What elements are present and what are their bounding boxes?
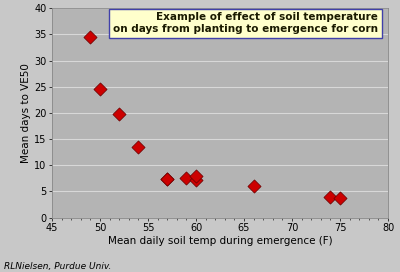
X-axis label: Mean daily soil temp during emergence (F): Mean daily soil temp during emergence (F… xyxy=(108,236,332,246)
Point xyxy=(327,195,334,199)
Point xyxy=(250,184,257,188)
Text: Example of effect of soil temperature
on days from planting to emergence for cor: Example of effect of soil temperature on… xyxy=(113,12,378,34)
Text: RLNielsen, Purdue Univ.: RLNielsen, Purdue Univ. xyxy=(4,262,111,271)
Point xyxy=(193,174,199,178)
Point xyxy=(135,145,142,149)
Point xyxy=(183,176,190,181)
Point xyxy=(87,35,94,39)
Point xyxy=(116,112,122,117)
Point xyxy=(337,196,343,200)
Y-axis label: Mean days to VE50: Mean days to VE50 xyxy=(21,63,31,163)
Point xyxy=(193,178,199,182)
Point xyxy=(164,177,170,181)
Point xyxy=(164,177,170,181)
Point xyxy=(97,87,103,91)
